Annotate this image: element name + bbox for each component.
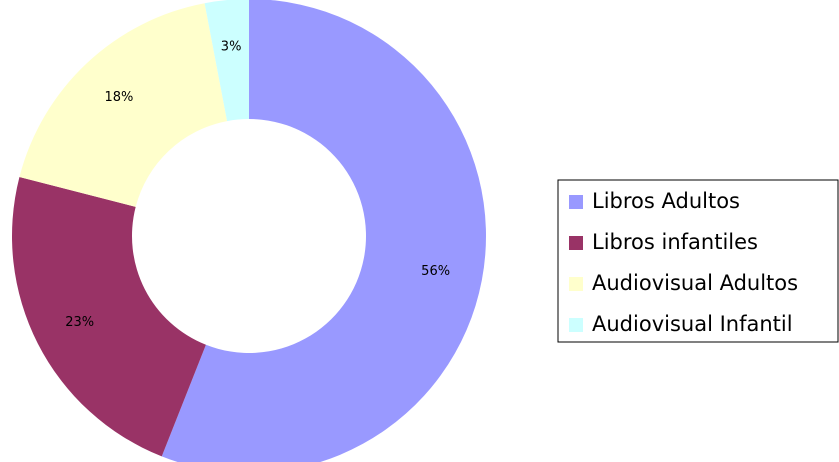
legend-label: Libros infantiles [592,230,758,254]
legend-label: Audiovisual Adultos [592,271,798,295]
legend-swatch [569,277,583,291]
legend-label: Audiovisual Infantil [592,312,793,336]
legend-swatch [569,236,583,250]
donut-slice [204,0,249,122]
value-label: 3% [221,39,242,54]
legend-label: Libros Adultos [592,189,740,213]
donut-slice [161,0,486,462]
value-label: 23% [65,315,94,330]
value-label: 18% [104,90,133,105]
value-label: 56% [421,264,450,279]
legend-swatch [569,195,583,209]
legend-swatch [569,318,583,332]
donut-slice [19,3,228,207]
legend-box [557,179,839,343]
donut-slice [11,177,206,457]
